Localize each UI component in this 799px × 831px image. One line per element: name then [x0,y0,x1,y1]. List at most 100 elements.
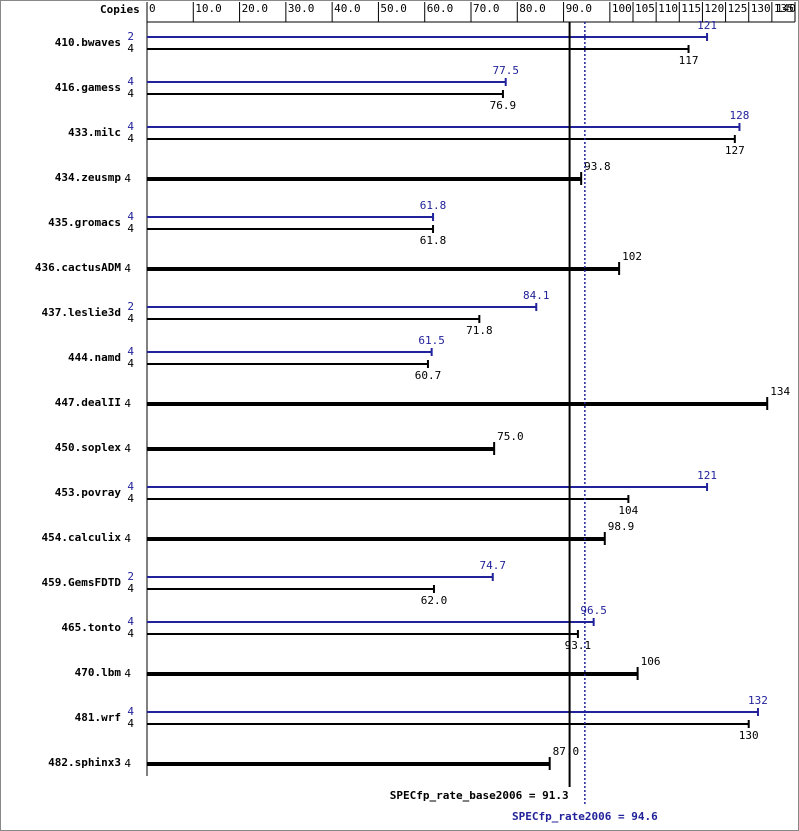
x-tick-label: 70.0 [473,2,500,15]
x-tick-label: 30.0 [288,2,315,15]
bar [147,498,629,500]
value-label: 98.9 [608,520,635,533]
bar [147,36,708,38]
category-label: 482.sphinx3 [48,756,121,769]
bar [147,537,605,541]
x-tick-label: 50.0 [380,2,407,15]
x-tick-label: 80.0 [519,2,546,15]
category-label: 453.povray [55,486,122,499]
bar [147,177,582,181]
value-label: 76.9 [490,99,517,112]
value-label: 61.8 [420,234,447,247]
x-tick-label: 130 [751,2,771,15]
x-tick-label: 140 [776,2,796,15]
value-label: 74.7 [480,559,507,572]
copies-label: 4 [127,42,134,55]
value-label: 127 [725,144,745,157]
category-label: 481.wrf [75,711,121,724]
copies-label: 4 [127,87,134,100]
value-label: 71.8 [466,324,493,337]
bar [147,228,434,230]
value-label: 132 [748,694,768,707]
value-label: 62.0 [421,594,448,607]
copies-label: 4 [127,222,134,235]
x-tick-label: 40.0 [334,2,361,15]
copies-label: 4 [127,492,134,505]
value-label: 106 [641,655,661,668]
value-label: 102 [622,250,642,263]
x-tick-label: 110 [658,2,678,15]
bar [147,267,620,271]
bar [147,621,594,623]
value-label: 128 [730,109,750,122]
category-label: 433.milc [68,126,121,139]
copies-label: 2 [127,30,134,43]
copies-label: 4 [127,705,134,718]
copies-label: 4 [124,442,131,455]
bar [147,672,638,676]
category-label: 434.zeusmp [55,171,122,184]
value-label: 93.8 [584,160,611,173]
bar [147,402,768,406]
value-label: 87.0 [553,745,580,758]
copies-label: 4 [124,262,131,275]
reference-label: SPECfp_rate2006 = 94.6 [512,810,658,823]
bar [147,762,550,766]
value-label: 134 [770,385,790,398]
category-label: 435.gromacs [48,216,121,229]
value-label: 61.5 [418,334,445,347]
bar [147,363,428,365]
bar [147,351,432,353]
bar [147,486,708,488]
bar [147,306,537,308]
bar [147,81,506,83]
value-label: 96.5 [580,604,607,617]
bar [147,48,689,50]
x-tick-label: 100 [612,2,632,15]
value-label: 61.8 [420,199,447,212]
category-label: 416.gamess [55,81,121,94]
value-label: 121 [697,469,717,482]
category-label: 410.bwaves [55,36,121,49]
x-tick-label: 0 [149,2,156,15]
value-label: 60.7 [415,369,442,382]
bar [147,318,480,320]
x-tick-label: 90.0 [566,2,593,15]
value-label: 77.5 [492,64,519,77]
bar [147,711,758,713]
copies-label: 4 [127,615,134,628]
copies-label: 4 [127,75,134,88]
x-tick-label: 125 [728,2,748,15]
copies-label: 4 [127,210,134,223]
bar [147,93,503,95]
bar [147,216,434,218]
category-label: 454.calculix [42,531,122,544]
copies-label: 4 [127,345,134,358]
copies-label: 4 [127,120,134,133]
copies-label: 4 [127,627,134,640]
x-tick-label: 20.0 [242,2,268,15]
copies-label: 4 [127,132,134,145]
bar [147,576,493,578]
copies-label: 4 [124,667,131,680]
value-label: 104 [618,504,638,517]
category-label: 470.lbm [75,666,122,679]
bar [147,447,495,451]
x-tick-label: 10.0 [195,2,222,15]
x-tick-label: 115 [681,2,701,15]
category-label: 447.dealII [55,396,121,409]
bar [147,633,578,635]
x-tick-label: 60.0 [427,2,454,15]
copies-label: 2 [127,300,134,313]
category-label: 450.soplex [55,441,122,454]
copies-label: 4 [127,357,134,370]
copies-label: 4 [124,172,131,185]
x-tick-label: 135 [774,2,794,15]
copies-header: Copies [100,3,140,16]
copies-label: 4 [127,582,134,595]
bar [147,126,740,128]
copies-label: 4 [127,312,134,325]
value-label: 75.0 [497,430,523,443]
